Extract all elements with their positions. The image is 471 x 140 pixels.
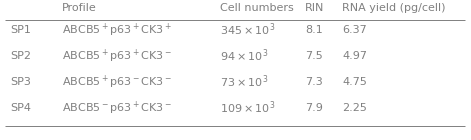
Text: $\mathregular{ABCB5^+p63^+CK3^+}$: $\mathregular{ABCB5^+p63^+CK3^+}$ (62, 21, 172, 39)
Text: 8.1: 8.1 (305, 25, 323, 35)
Text: SP3: SP3 (10, 77, 31, 87)
Text: RNA yield (pg/cell): RNA yield (pg/cell) (342, 3, 446, 13)
Text: 7.5: 7.5 (305, 51, 323, 61)
Text: $\mathregular{ABCB5^+p63^-CK3^-}$: $\mathregular{ABCB5^+p63^-CK3^-}$ (62, 73, 172, 91)
Text: $\mathregular{109 \times 10^3}$: $\mathregular{109 \times 10^3}$ (220, 100, 276, 116)
Text: 7.3: 7.3 (305, 77, 323, 87)
Text: 2.25: 2.25 (342, 103, 367, 113)
Text: SP1: SP1 (10, 25, 31, 35)
Text: 4.97: 4.97 (342, 51, 367, 61)
Text: 7.9: 7.9 (305, 103, 323, 113)
Text: $\mathregular{ABCB5^+p63^+CK3^-}$: $\mathregular{ABCB5^+p63^+CK3^-}$ (62, 47, 172, 65)
Text: $\mathregular{94 \times 10^3}$: $\mathregular{94 \times 10^3}$ (220, 48, 268, 64)
Text: $\mathregular{73 \times 10^3}$: $\mathregular{73 \times 10^3}$ (220, 74, 268, 90)
Text: Cell numbers: Cell numbers (220, 3, 294, 13)
Text: 6.37: 6.37 (342, 25, 367, 35)
Text: SP4: SP4 (10, 103, 31, 113)
Text: 4.75: 4.75 (342, 77, 367, 87)
Text: RIN: RIN (305, 3, 325, 13)
Text: Profile: Profile (62, 3, 97, 13)
Text: $\mathregular{ABCB5^-p63^+CK3^-}$: $\mathregular{ABCB5^-p63^+CK3^-}$ (62, 99, 172, 117)
Text: $\mathregular{345 \times 10^3}$: $\mathregular{345 \times 10^3}$ (220, 22, 276, 38)
Text: SP2: SP2 (10, 51, 31, 61)
